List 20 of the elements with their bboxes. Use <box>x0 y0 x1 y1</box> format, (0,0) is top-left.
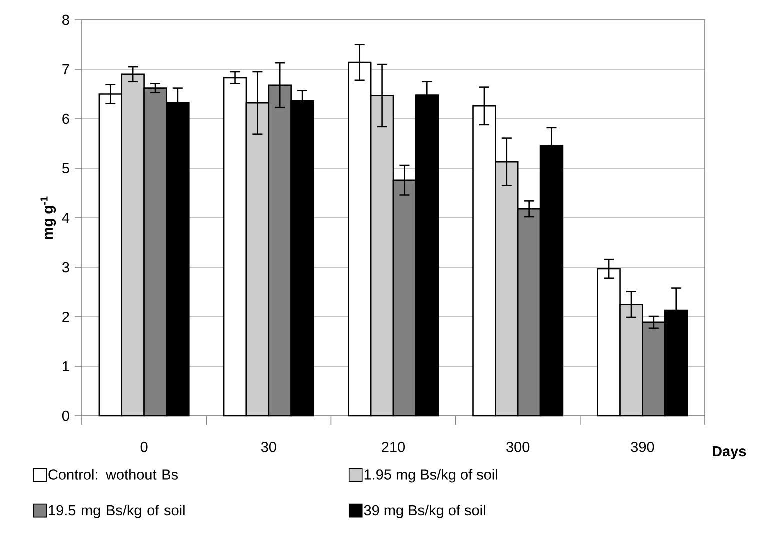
y-tick-label: 6 <box>62 114 70 124</box>
x-axis-title: Days <box>713 446 746 460</box>
y-tick-label: 8 <box>62 14 70 26</box>
x-tick-label: 390 <box>631 442 654 452</box>
legend-label: 1.95 mg Bs/kg of soil <box>364 469 498 483</box>
legend-label: Control: wothout Bs <box>48 469 178 480</box>
x-tick-label: 300 <box>506 442 530 452</box>
legend-label: 39 mg Bs/kg of soil <box>364 504 486 519</box>
y-tick-label: 7 <box>62 64 70 74</box>
x-tick-label: 30 <box>261 442 276 452</box>
y-tick-label: 3 <box>62 262 70 273</box>
y-tick-label: 0 <box>62 410 70 422</box>
y-tick-label: 5 <box>62 163 70 174</box>
y-tick-label: 2 <box>62 312 70 322</box>
y-tick-label: 4 <box>62 213 70 223</box>
y-tick-label: 1 <box>63 362 70 372</box>
y-axis-title: mg g$^{-1}$ <box>40 196 56 240</box>
legend-label: 19.5 mg Bs/kg of soil <box>49 504 185 519</box>
x-tick-label: 0 <box>140 442 148 452</box>
x-tick-label: 210 <box>382 442 406 452</box>
